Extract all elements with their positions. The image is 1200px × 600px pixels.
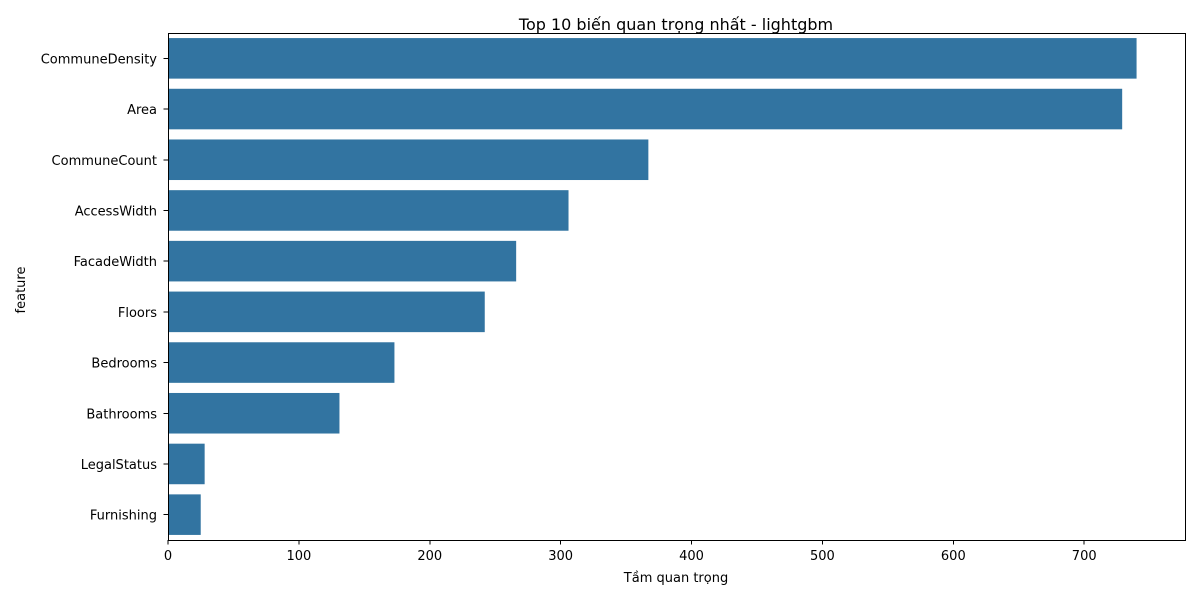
y-tick-label: Floors	[118, 306, 157, 321]
bar-Area	[168, 88, 1123, 130]
bars-group	[168, 38, 1137, 535]
y-tick-label: Area	[127, 103, 157, 118]
bar-LegalStatus	[168, 443, 205, 485]
y-tick-label: Bedrooms	[91, 357, 157, 372]
bar-AccessWidth	[168, 190, 569, 231]
bar-Floors	[168, 291, 485, 333]
y-tick-label: AccessWidth	[75, 204, 157, 219]
y-axis-ticks: CommuneDensity Area CommuneCount AccessWidt…	[41, 52, 168, 524]
y-tick-label: CommuneCount	[52, 154, 157, 169]
x-tick-label: 500	[810, 549, 835, 564]
x-axis-label: Tầm quan trọng	[623, 571, 728, 586]
y-tick-label: Bathrooms	[86, 407, 157, 422]
x-tick-label: 100	[286, 549, 311, 564]
y-axis-label: feature	[14, 267, 29, 314]
x-tick-label: 200	[417, 549, 442, 564]
bar-Bedrooms	[168, 342, 395, 383]
chart-title: Top 10 biến quan trọng nhất - lightgbm	[518, 15, 833, 34]
bar-CommuneCount	[168, 139, 649, 181]
bar-Bathrooms	[168, 392, 340, 434]
bar-FacadeWidth	[168, 240, 517, 282]
y-tick-label: LegalStatus	[81, 458, 157, 473]
x-tick-label: 600	[941, 549, 966, 564]
y-tick-label: Furnishing	[90, 509, 157, 524]
plot-frame	[168, 33, 1186, 541]
x-tick-label: 400	[679, 549, 704, 564]
bar-Furnishing	[168, 494, 201, 535]
bar-CommuneDensity	[168, 38, 1137, 79]
y-tick-label: CommuneDensity	[41, 52, 158, 67]
x-tick-label: 0	[164, 549, 172, 564]
y-tick-label: FacadeWidth	[74, 255, 157, 270]
x-axis-ticks: 0 100 200 300 400 500 600 700	[164, 540, 1097, 564]
x-tick-label: 300	[548, 549, 573, 564]
x-tick-label: 700	[1072, 549, 1097, 564]
